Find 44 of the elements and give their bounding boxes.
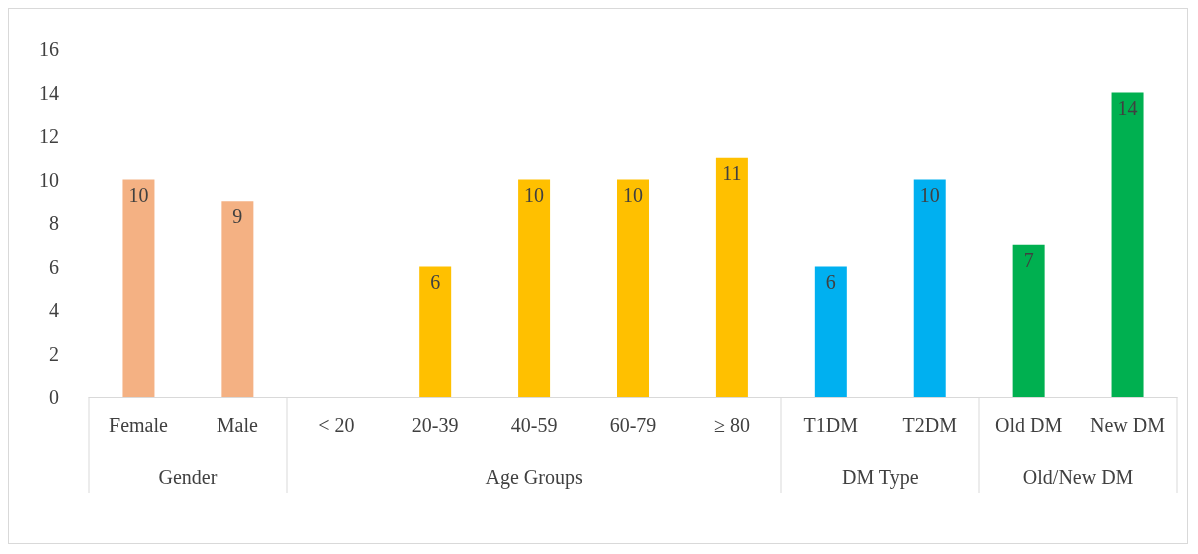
data-label: 10 [623, 183, 643, 206]
data-label: 9 [232, 205, 243, 228]
bar [419, 266, 452, 397]
data-label: 14 [1117, 96, 1138, 119]
data-label: 11 [722, 161, 742, 184]
x-tick-label: T2DM [902, 414, 958, 436]
y-tick-label: 2 [49, 342, 59, 365]
bar [122, 179, 155, 397]
data-label: 7 [1023, 248, 1034, 271]
bar [814, 266, 847, 397]
bar [1012, 244, 1045, 397]
y-tick-label: 6 [49, 255, 59, 278]
y-tick-label: 16 [39, 38, 59, 60]
x-tick-label: < 20 [318, 414, 355, 436]
y-tick-label: 14 [39, 81, 59, 104]
bar [715, 157, 748, 397]
data-label: 10 [524, 183, 545, 206]
y-tick-label: 0 [49, 386, 59, 408]
x-tick-label: New DM [1090, 414, 1166, 436]
x-tick-label: 40-59 [510, 414, 558, 436]
y-tick-label: 10 [39, 168, 59, 191]
bar [913, 179, 946, 397]
data-label: 10 [919, 183, 940, 206]
text: Old/New DM [1022, 466, 1134, 488]
bar [1111, 92, 1144, 397]
data-label: 6 [430, 270, 441, 293]
bar [518, 179, 551, 397]
y-tick-label: 4 [49, 299, 59, 321]
x-tick-label: Female [109, 414, 169, 436]
text: DM Type [841, 466, 919, 489]
text: Gender [158, 466, 218, 488]
x-tick-label: 60-79 [609, 414, 657, 436]
x-tick-label: T1DM [803, 414, 859, 436]
x-tick-label: ≥ 80 [713, 414, 750, 436]
x-tick-label: 20-39 [411, 414, 459, 436]
bar [617, 179, 649, 397]
x-tick-label: Old DM [995, 414, 1063, 436]
y-tick-label: 12 [39, 125, 59, 147]
text: Age Groups [485, 466, 583, 489]
data-label: 6 [825, 270, 836, 293]
data-label: 10 [128, 183, 149, 206]
bar [221, 201, 254, 397]
y-tick-label: 8 [49, 212, 59, 234]
x-tick-label: Male [216, 414, 259, 436]
